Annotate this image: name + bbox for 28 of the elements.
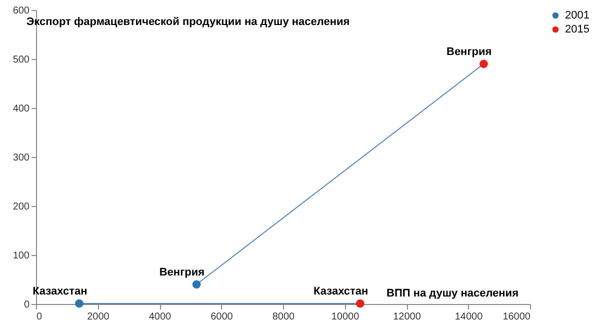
text: Экспорт фармацевтической продукции на душу населения [26, 16, 350, 28]
x-axis-title: ВПП на душу населения [386, 288, 518, 300]
x-tick-label: 10000 [331, 312, 360, 322]
x-tick-label: 0 [36, 312, 42, 322]
annotation: Венгрия [159, 266, 205, 278]
x-tick-label: 8000 [272, 312, 296, 322]
annotation: Казахстан [314, 286, 368, 298]
point [356, 299, 364, 308]
x-tick-label: 4000 [148, 312, 172, 322]
x-tick-label: 12000 [393, 312, 422, 322]
x-tick-label: 16000 [502, 312, 531, 322]
x-tick-label: 2000 [87, 312, 110, 322]
y-tick-label: 300 [12, 152, 30, 164]
y-tick-label: 400 [12, 104, 30, 114]
legend-label: 2001 [565, 10, 590, 22]
y-tick-label: 100 [12, 250, 30, 262]
y-tick-label: 0 [24, 300, 30, 310]
y-tick-label: 500 [12, 54, 30, 66]
legend-label: 2015 [565, 24, 590, 36]
point [75, 299, 84, 308]
annotation: Венгрия [446, 46, 492, 58]
point [192, 280, 201, 289]
x-tick-label: 14000 [454, 312, 484, 322]
x-tick-label: 6000 [210, 312, 234, 322]
annotation: Казахстан [32, 286, 88, 298]
point [480, 60, 488, 68]
y-tick-label: 600 [12, 6, 30, 16]
y-tick-label: 200 [12, 202, 30, 212]
